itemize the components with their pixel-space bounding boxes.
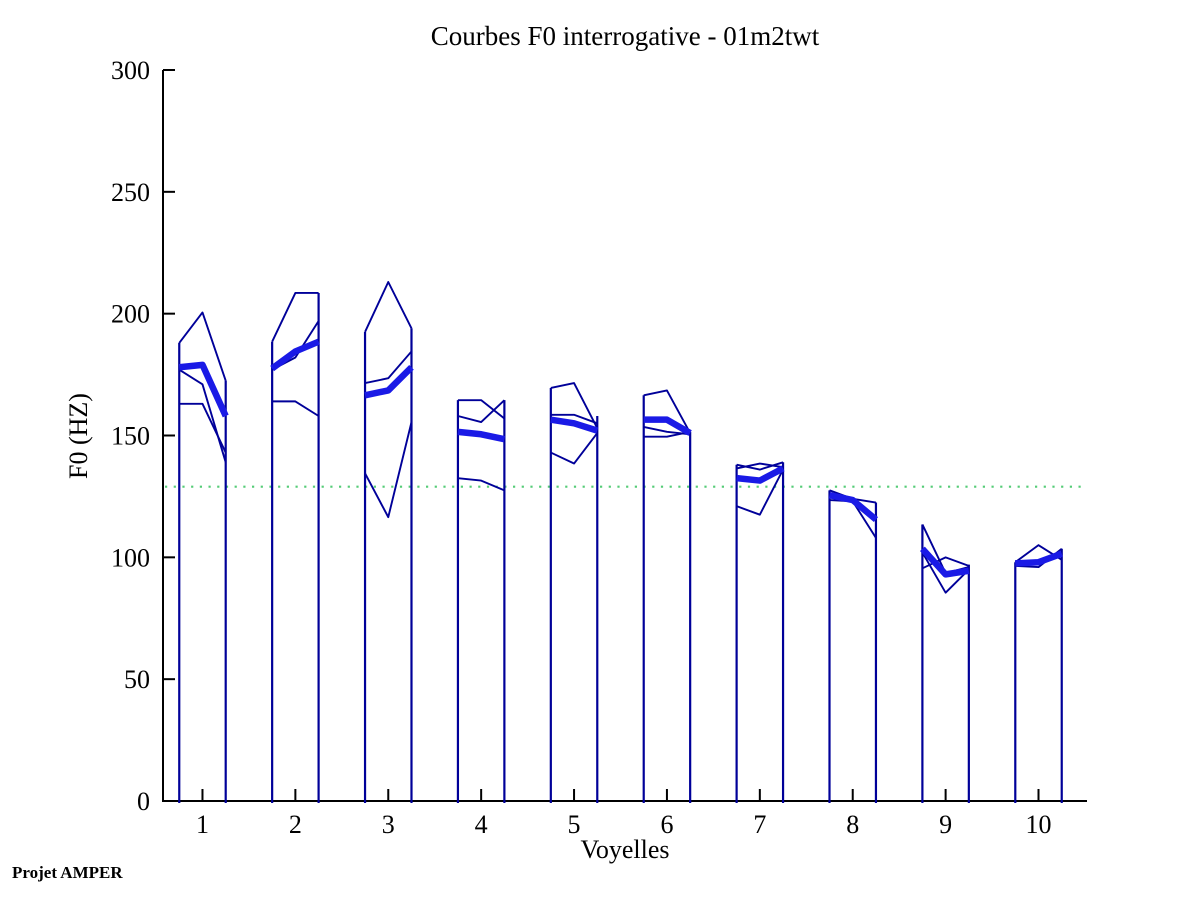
f0-repetition-curve (550, 413, 598, 425)
f0-mean-curve (736, 465, 785, 484)
f0-repetition-curve (921, 551, 970, 594)
y-tick-label: 200 (111, 300, 150, 329)
f0-repetition-curve (550, 382, 599, 429)
f0-repetition-curve (364, 281, 413, 333)
x-tick-label: 8 (846, 810, 859, 839)
f0-mean-curve (643, 416, 692, 436)
y-tick-label: 150 (111, 422, 150, 451)
f0-repetition-curve (272, 400, 320, 417)
f0-mean-curve (270, 338, 320, 372)
x-tick-label: 2 (289, 810, 302, 839)
f0-mean-curve (828, 492, 879, 523)
y-tick-label: 100 (111, 543, 150, 572)
f0-repetition-curve (179, 402, 227, 453)
f0-repetition-curve (457, 399, 505, 420)
f0-mean-curve (457, 428, 506, 443)
y-tick-label: 300 (111, 56, 150, 85)
f0-mean-curve (178, 361, 229, 418)
x-tick-label: 5 (568, 810, 581, 839)
x-tick-label: 9 (939, 810, 952, 839)
y-tick-label: 0 (137, 787, 150, 816)
y-tick-label: 250 (111, 178, 150, 207)
f0-mean-curve (550, 416, 599, 434)
f0-repetition-curve (643, 389, 691, 434)
f0-repetition-curve (364, 350, 413, 385)
y-axis-label: F0 (HZ) (64, 393, 93, 479)
f0-mean-curve (919, 546, 970, 578)
f0-mean-curve (1015, 550, 1063, 567)
f0-repetition-curve (457, 399, 506, 424)
f0-repetition-curve (178, 311, 227, 381)
f0-repetition-curve (178, 368, 227, 463)
x-tick-label: 6 (660, 810, 673, 839)
f0-repetition-curve (364, 421, 413, 519)
plot-area: 0 50 100 150 200 250 300 1 2 3 4 5 6 7 8 9 10 (111, 56, 1087, 839)
f0-repetition-curve (550, 432, 599, 465)
f0-repetition-curve (457, 477, 505, 492)
f0-repetition-curve (736, 469, 784, 516)
x-tick-label: 3 (382, 810, 395, 839)
f0-repetition-curve (643, 430, 691, 438)
footer-project-label: Projet AMPER (12, 863, 123, 882)
f0-repetition-curve (736, 462, 784, 470)
x-tick-label: 4 (475, 810, 488, 839)
x-tick-label: 7 (753, 810, 766, 839)
f0-repetition-curve (271, 292, 319, 343)
f0-repetition-curve (829, 499, 877, 539)
chart-title: Courbes F0 interrogative - 01m2twt (431, 21, 820, 51)
f0-mean-curve (364, 364, 414, 399)
x-axis-label: Voyelles (580, 835, 669, 864)
y-tick-label: 50 (124, 665, 150, 694)
x-tick-label: 1 (196, 810, 209, 839)
x-tick-label: 10 (1026, 810, 1052, 839)
